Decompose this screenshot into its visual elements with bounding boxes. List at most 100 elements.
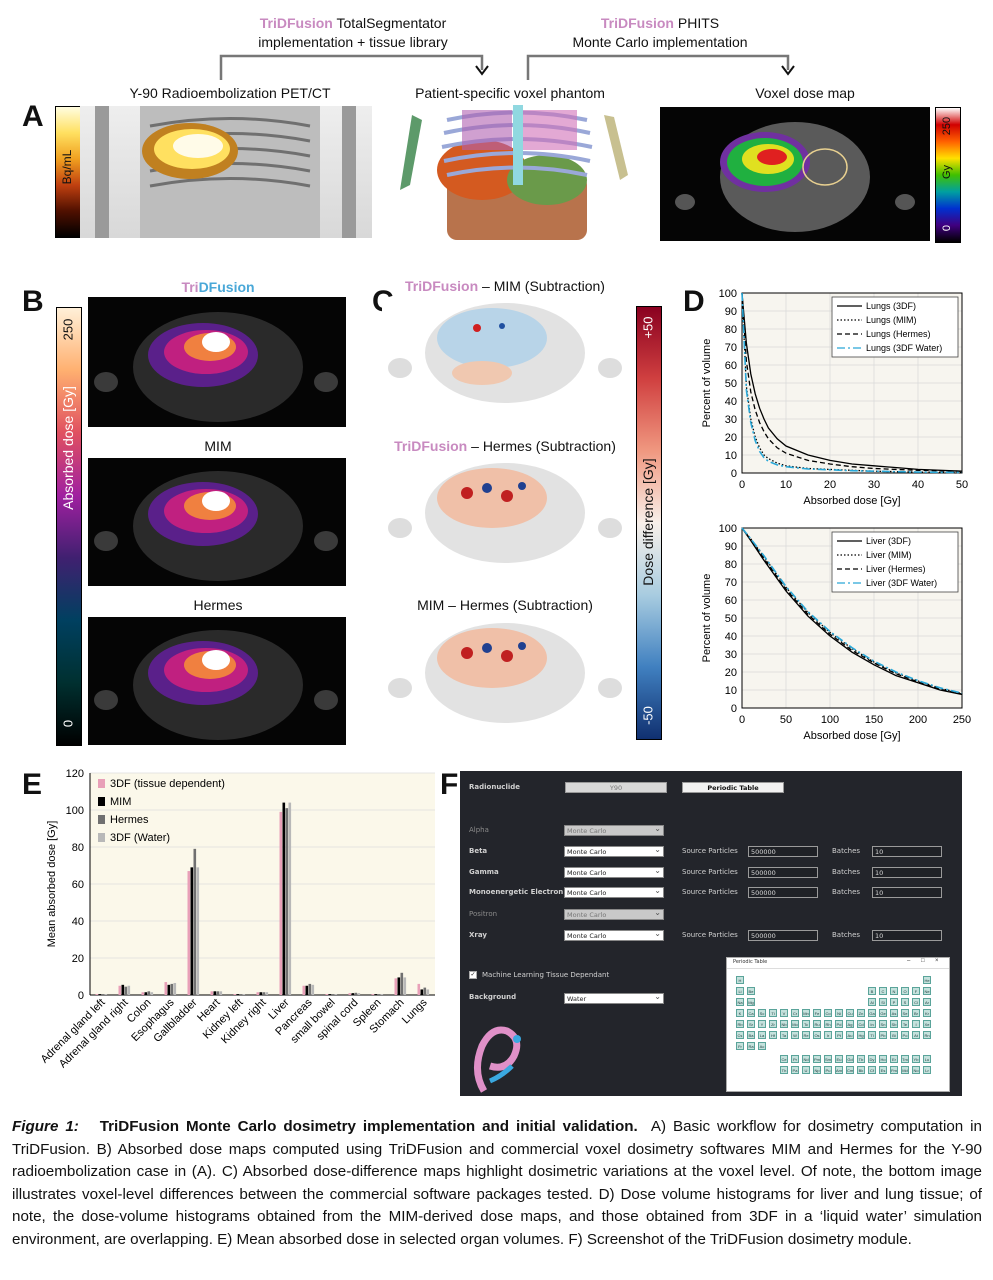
actinide-cell[interactable]: Pa bbox=[791, 1066, 799, 1075]
element-cell[interactable]: Os bbox=[813, 1031, 821, 1039]
element-cell[interactable]: Zr bbox=[769, 1020, 777, 1028]
minimize-icon[interactable]: – bbox=[907, 958, 911, 964]
lanthanide-cell[interactable]: Ho bbox=[879, 1055, 887, 1064]
element-cell[interactable]: Si bbox=[879, 998, 887, 1006]
lanthanide-cell[interactable]: Pr bbox=[791, 1055, 799, 1064]
element-cell[interactable]: Ge bbox=[879, 1009, 887, 1017]
radionuclide-field[interactable]: Y90 bbox=[565, 782, 667, 793]
element-cell[interactable]: Co bbox=[824, 1009, 832, 1017]
method-select[interactable]: Monte Carlo bbox=[564, 844, 664, 857]
element-cell[interactable]: K bbox=[736, 1009, 744, 1017]
actinide-cell[interactable]: Lr bbox=[923, 1066, 931, 1075]
element-cell[interactable]: Ac bbox=[758, 1042, 766, 1050]
element-cell[interactable]: Cl bbox=[912, 998, 920, 1006]
element-cell[interactable]: Li bbox=[736, 987, 744, 995]
element-cell[interactable]: Hf bbox=[769, 1031, 777, 1039]
actinide-cell[interactable]: Th bbox=[780, 1066, 788, 1075]
element-cell[interactable]: Mo bbox=[791, 1020, 799, 1028]
element-cell[interactable]: He bbox=[923, 976, 931, 984]
actinide-cell[interactable]: Np bbox=[813, 1066, 821, 1075]
source-particles-input[interactable]: 500000 bbox=[748, 846, 818, 857]
periodic-table-window[interactable]: Periodic Table – □ × H He Li Be B C N O F Ne Na Mg A… bbox=[726, 957, 950, 1092]
element-cell[interactable]: Ca bbox=[747, 1009, 755, 1017]
element-cell[interactable]: Ti bbox=[769, 1009, 777, 1017]
element-cell[interactable]: H bbox=[736, 976, 744, 984]
lanthanide-cell[interactable]: Ce bbox=[780, 1055, 788, 1064]
background-select[interactable]: Water bbox=[564, 991, 664, 1004]
lanthanide-cell[interactable]: Yb bbox=[912, 1055, 920, 1064]
element-cell[interactable]: O bbox=[901, 987, 909, 995]
element-cell[interactable]: Ni bbox=[835, 1009, 843, 1017]
element-cell[interactable]: Zn bbox=[857, 1009, 865, 1017]
element-cell[interactable]: Ta bbox=[780, 1031, 788, 1039]
element-cell[interactable]: Pb bbox=[879, 1031, 887, 1039]
element-cell[interactable]: Ga bbox=[868, 1009, 876, 1017]
batches-input[interactable]: 10 bbox=[872, 867, 942, 878]
element-cell[interactable]: Cd bbox=[857, 1020, 865, 1028]
batches-input[interactable]: 10 bbox=[872, 887, 942, 898]
element-cell[interactable]: Pd bbox=[835, 1020, 843, 1028]
lanthanide-cell[interactable]: Er bbox=[890, 1055, 898, 1064]
element-cell[interactable]: Sb bbox=[890, 1020, 898, 1028]
element-cell[interactable]: Br bbox=[912, 1009, 920, 1017]
lanthanide-cell[interactable]: Gd bbox=[846, 1055, 854, 1064]
element-cell[interactable]: Tc bbox=[802, 1020, 810, 1028]
element-cell[interactable]: N bbox=[890, 987, 898, 995]
actinide-cell[interactable]: Cf bbox=[868, 1066, 876, 1075]
actinide-cell[interactable]: Fm bbox=[890, 1066, 898, 1075]
actinide-cell[interactable]: Md bbox=[901, 1066, 909, 1075]
actinide-cell[interactable]: No bbox=[912, 1066, 920, 1075]
element-cell[interactable]: As bbox=[890, 1009, 898, 1017]
element-cell[interactable]: Au bbox=[846, 1031, 854, 1039]
element-cell[interactable]: P bbox=[890, 998, 898, 1006]
source-particles-input[interactable]: 500000 bbox=[748, 867, 818, 878]
lanthanide-cell[interactable]: Nd bbox=[802, 1055, 810, 1064]
maximize-icon[interactable]: □ bbox=[921, 958, 925, 964]
element-cell[interactable]: Sn bbox=[879, 1020, 887, 1028]
element-cell[interactable]: Rn bbox=[923, 1031, 931, 1039]
element-cell[interactable]: Ba bbox=[747, 1031, 755, 1039]
element-cell[interactable]: Be bbox=[747, 987, 755, 995]
element-cell[interactable]: Rb bbox=[736, 1020, 744, 1028]
lanthanide-cell[interactable]: Tb bbox=[857, 1055, 865, 1064]
batches-input[interactable]: 10 bbox=[872, 930, 942, 941]
element-cell[interactable]: Fe bbox=[813, 1009, 821, 1017]
actinide-cell[interactable]: Cm bbox=[846, 1066, 854, 1075]
method-select[interactable]: Monte Carlo bbox=[564, 907, 664, 920]
element-cell[interactable]: Sr bbox=[747, 1020, 755, 1028]
element-cell[interactable]: Ar bbox=[923, 998, 931, 1006]
element-cell[interactable]: F bbox=[912, 987, 920, 995]
element-cell[interactable]: Nb bbox=[780, 1020, 788, 1028]
element-cell[interactable]: Bi bbox=[890, 1031, 898, 1039]
element-cell[interactable]: V bbox=[780, 1009, 788, 1017]
method-select[interactable]: Monte Carlo bbox=[564, 928, 664, 941]
actinide-cell[interactable]: Am bbox=[835, 1066, 843, 1075]
source-particles-input[interactable]: 500000 bbox=[748, 930, 818, 941]
lanthanide-cell[interactable]: Eu bbox=[835, 1055, 843, 1064]
actinide-cell[interactable]: Bk bbox=[857, 1066, 865, 1075]
element-cell[interactable]: Na bbox=[736, 998, 744, 1006]
element-cell[interactable]: W bbox=[791, 1031, 799, 1039]
element-cell[interactable]: At bbox=[912, 1031, 920, 1039]
lanthanide-cell[interactable]: Tm bbox=[901, 1055, 909, 1064]
element-cell[interactable]: Xe bbox=[923, 1020, 931, 1028]
element-cell[interactable]: Cu bbox=[846, 1009, 854, 1017]
lanthanide-cell[interactable]: Sm bbox=[824, 1055, 832, 1064]
source-particles-input[interactable]: 500000 bbox=[748, 887, 818, 898]
element-cell[interactable]: Cs bbox=[736, 1031, 744, 1039]
element-cell[interactable]: Te bbox=[901, 1020, 909, 1028]
element-cell[interactable]: Y bbox=[758, 1020, 766, 1028]
method-select[interactable]: Monte Carlo bbox=[564, 865, 664, 878]
element-cell[interactable]: Ir bbox=[824, 1031, 832, 1039]
actinide-cell[interactable]: U bbox=[802, 1066, 810, 1075]
element-cell[interactable]: C bbox=[879, 987, 887, 995]
element-cell[interactable]: La bbox=[758, 1031, 766, 1039]
element-cell[interactable]: Pt bbox=[835, 1031, 843, 1039]
actinide-cell[interactable]: Pu bbox=[824, 1066, 832, 1075]
lanthanide-cell[interactable]: Lu bbox=[923, 1055, 931, 1064]
periodic-table-button[interactable]: Periodic Table bbox=[682, 782, 784, 793]
element-cell[interactable]: Hg bbox=[857, 1031, 865, 1039]
element-cell[interactable]: Cr bbox=[791, 1009, 799, 1017]
actinide-cell[interactable]: Es bbox=[879, 1066, 887, 1075]
close-icon[interactable]: × bbox=[935, 958, 939, 964]
